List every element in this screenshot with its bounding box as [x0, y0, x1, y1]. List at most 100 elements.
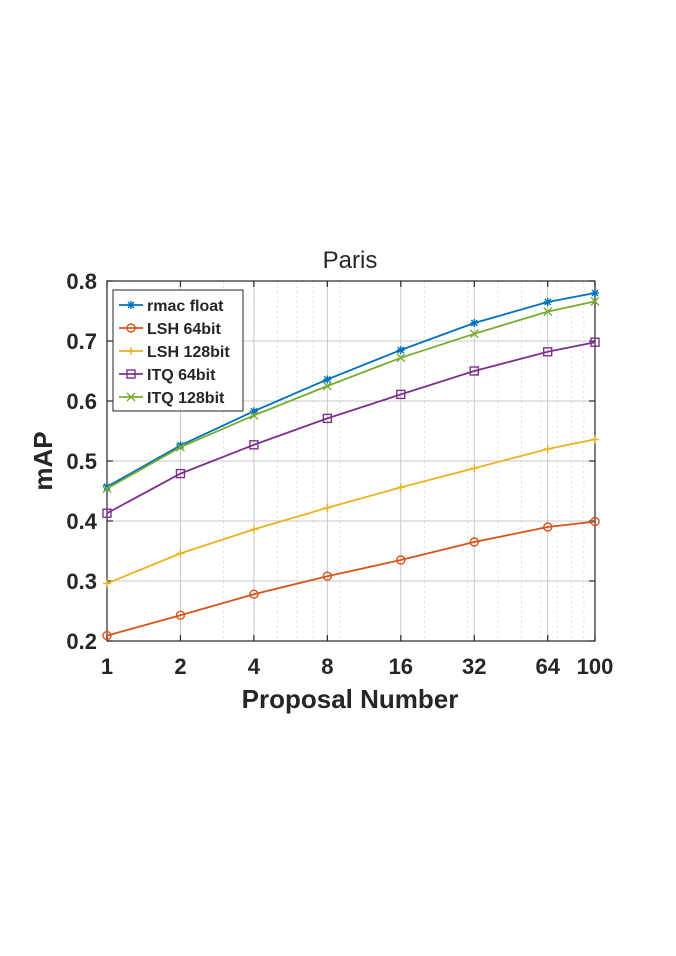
legend-marker-itq-64bit [126, 369, 136, 379]
data-point-lsh-64bit [396, 555, 406, 565]
data-point-itq-64bit [249, 440, 259, 450]
data-point-lsh-64bit [543, 522, 553, 532]
legend-marker-itq-128bit [126, 392, 136, 402]
legend-marker-rmac-float-stroke [127, 301, 135, 309]
data-point-itq-128bit-stroke [590, 296, 600, 306]
legend-label-itq-64bit: ITQ 64bit [147, 367, 216, 384]
data-point-itq-64bit-shape [543, 347, 553, 357]
plot-area: 1 2 4 8 16 32 64 100 0.2 0.3 0.4 0.5 0.6 0.7 0.8 rmac f… [66, 269, 613, 679]
data-point-itq-64bit [543, 347, 553, 357]
data-point-rmac-float-stroke [591, 289, 599, 297]
data-point-itq-64bit-shape [322, 413, 333, 424]
data-point-itq-128bit [249, 410, 259, 420]
data-point-lsh-64bit-shape [590, 516, 600, 527]
data-point-lsh-128bit [176, 549, 185, 558]
data-point-lsh-64bit-shape [543, 522, 553, 532]
y-tick-label: 0.6 [66, 389, 97, 414]
data-point-lsh-128bit [396, 483, 405, 492]
y-tick-label: 0.8 [66, 269, 97, 294]
data-point-itq-64bit [102, 508, 112, 518]
series-line-lsh-128bit [106, 438, 596, 585]
data-point-itq-128bit [469, 329, 479, 339]
data-point-lsh-64bit [322, 571, 333, 581]
data-point-rmac-float [591, 289, 599, 297]
x-tick-label: 100 [577, 654, 614, 679]
legend-label-lsh-128bit: LSH 128bit [147, 344, 230, 361]
data-point-rmac-float-stroke [544, 298, 552, 306]
data-point-lsh-128bit [470, 464, 479, 473]
legend-label-rmac-float: rmac float [147, 298, 224, 315]
data-point-itq-64bit [590, 337, 600, 347]
y-tick-label: 0.5 [66, 449, 97, 474]
data-point-itq-128bit-stroke [322, 381, 332, 391]
x-tick-label: 4 [248, 654, 261, 679]
data-point-rmac-float [396, 346, 405, 354]
data-point-itq-128bit-stroke [543, 307, 553, 317]
data-point-rmac-float-stroke [103, 483, 111, 491]
data-point-rmac-float-stroke [323, 375, 331, 383]
data-point-lsh-64bit [175, 610, 186, 620]
x-tick-label: 2 [174, 654, 186, 679]
data-point-rmac-float-stroke [470, 319, 478, 327]
data-point-lsh-128bit [543, 445, 552, 453]
data-point-itq-128bit-stroke [469, 329, 479, 339]
data-point-itq-64bit-shape [175, 468, 186, 479]
data-point-lsh-64bit-shape [249, 589, 259, 599]
data-point-lsh-128bit [323, 503, 332, 512]
data-point-lsh-64bit [590, 516, 600, 527]
data-point-itq-128bit [102, 484, 112, 494]
data-point-itq-128bit [322, 381, 332, 391]
series-line-rmac-float [106, 292, 596, 488]
data-point-itq-64bit [396, 389, 406, 400]
data-point-itq-64bit-shape [469, 366, 479, 376]
series-line-itq-64bit [106, 341, 596, 514]
data-point-lsh-64bit [249, 589, 259, 599]
data-point-rmac-float [470, 319, 479, 327]
data-point-lsh-64bit-shape [102, 630, 112, 641]
chart-title: Paris [323, 247, 378, 274]
x-tick-label: 32 [462, 654, 486, 679]
data-point-itq-64bit [175, 468, 186, 479]
data-point-rmac-float [323, 375, 332, 384]
data-point-rmac-float-stroke [397, 346, 405, 354]
data-point-lsh-128bit [591, 435, 599, 444]
data-point-lsh-128bit [103, 579, 111, 588]
data-point-lsh-128bit [249, 525, 258, 534]
x-tick-label: 1 [101, 654, 113, 679]
x-tick-label: 16 [389, 654, 413, 679]
legend-marker-itq-128bit-stroke [126, 392, 136, 402]
legend-marker-lsh-64bit-shape [126, 323, 136, 333]
data-point-itq-64bit-shape [396, 389, 406, 400]
data-point-itq-128bit-stroke [249, 410, 259, 420]
y-tick-label: 0.7 [66, 329, 97, 354]
series-line-lsh-64bit [106, 520, 596, 637]
data-point-lsh-64bit-shape [396, 555, 406, 565]
y-tick-label: 0.3 [66, 569, 97, 594]
legend-label-lsh-64bit: LSH 64bit [147, 321, 221, 338]
data-point-itq-128bit-stroke [175, 442, 185, 452]
y-axis-title: mAP [28, 431, 58, 490]
data-point-rmac-float [543, 298, 552, 306]
data-point-itq-64bit [469, 366, 479, 376]
legend-marker-lsh-128bit [127, 347, 135, 355]
data-point-itq-128bit-stroke [396, 353, 406, 363]
data-point-lsh-64bit-shape [322, 571, 333, 581]
data-point-itq-64bit-shape [249, 440, 259, 450]
data-point-itq-128bit [396, 353, 406, 363]
y-tick-label: 0.2 [66, 629, 97, 654]
data-point-itq-64bit-shape [102, 508, 112, 518]
data-point-itq-128bit-stroke [102, 484, 112, 494]
legend-marker-rmac-float [127, 301, 135, 309]
y-tick-label: 0.4 [66, 509, 97, 534]
legend-marker-lsh-64bit [126, 323, 136, 333]
data-point-lsh-64bit [469, 537, 479, 547]
data-point-itq-64bit-shape [590, 337, 600, 347]
data-point-itq-64bit [322, 413, 333, 424]
data-point-lsh-64bit-shape [175, 610, 186, 620]
legend-marker-itq-64bit-shape [126, 369, 136, 379]
data-point-itq-128bit [590, 296, 600, 306]
legend: rmac float LSH 64bit LSH 128bit ITQ 64bit IT… [112, 289, 244, 412]
legend-label-itq-128bit: ITQ 128bit [147, 390, 225, 407]
x-tick-label: 8 [321, 654, 333, 679]
